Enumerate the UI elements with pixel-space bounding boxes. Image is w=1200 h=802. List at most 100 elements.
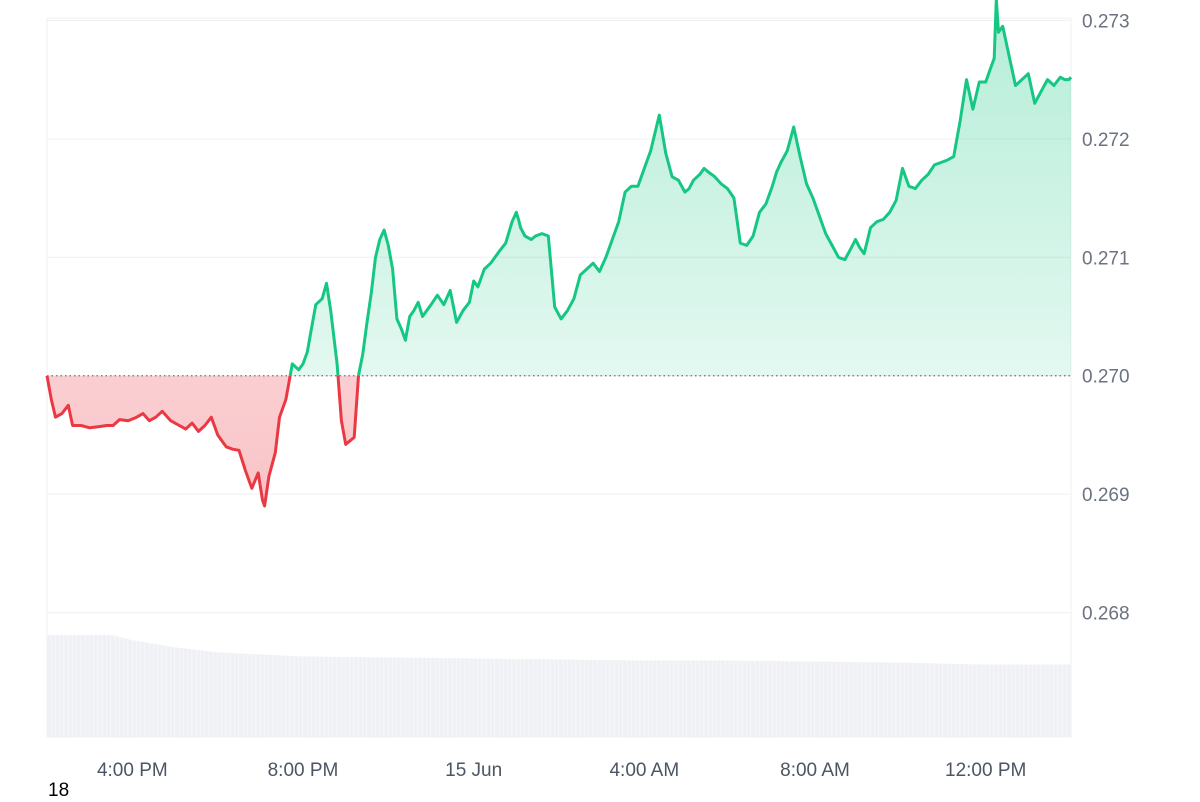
volume-bar [72, 635, 77, 737]
volume-bar [759, 660, 764, 737]
volume-bar [153, 644, 158, 737]
area-above-baseline [47, 0, 1071, 376]
volume-bar [520, 659, 525, 737]
volume-bar [844, 661, 849, 737]
volume-bar [320, 656, 324, 737]
volume-bar [708, 660, 713, 737]
volume-bar [128, 639, 132, 737]
volume-bar [977, 664, 981, 737]
volume-bar [861, 662, 866, 737]
volume-bar [780, 661, 785, 737]
volume-bar [797, 661, 802, 737]
volume-bar [354, 657, 359, 737]
volume-bar [584, 659, 589, 737]
volume-bar [243, 653, 248, 737]
volume-bar [964, 664, 969, 737]
volume-bar [311, 656, 316, 737]
volume-bar [623, 660, 627, 737]
volume-bar [554, 659, 559, 737]
volume-bar [1019, 664, 1024, 737]
volume-bar [674, 660, 679, 737]
volume-bar [567, 659, 572, 737]
volume-bar [699, 660, 704, 737]
volume-bar [793, 661, 798, 737]
volume-bar [588, 659, 593, 737]
volume-bar [469, 658, 474, 737]
volume-bar [597, 659, 602, 737]
volume-bar [947, 663, 952, 737]
volume-bar [879, 662, 883, 737]
volume-bar [401, 657, 405, 737]
volume-bar [315, 656, 320, 737]
volume-bar [221, 652, 226, 737]
volume-bar [763, 660, 768, 737]
volume-bar [704, 660, 708, 737]
volume-bar [627, 660, 632, 737]
volume-bar [751, 660, 755, 737]
y-tick-label: 0.269 [1082, 485, 1130, 506]
volume-bar [593, 659, 597, 737]
volume-bar [473, 658, 478, 737]
volume-bar [379, 657, 384, 737]
y-axis: 0.268 0.269 0.270 0.271 0.272 0.273 [1082, 11, 1130, 624]
volume-bar [507, 658, 512, 737]
volume-bar [102, 635, 107, 737]
volume-bar [994, 664, 999, 737]
volume-bar [106, 635, 111, 737]
volume-bar [76, 635, 81, 737]
volume-bar [695, 660, 700, 737]
volume-bar [115, 636, 120, 737]
x-tick-label: 8:00 AM [780, 760, 850, 781]
volume-bar [47, 635, 51, 737]
volume-bar [819, 661, 824, 737]
volume-bar [866, 662, 871, 737]
volume-bar [682, 660, 687, 737]
volume-bar [217, 652, 222, 737]
volume-bar [610, 660, 615, 737]
volume-bar [635, 660, 640, 737]
volume-bar [298, 656, 303, 737]
volume-bar [904, 662, 909, 737]
volume-bar [981, 664, 986, 737]
volume-bar [806, 661, 811, 737]
volume-bar [960, 664, 964, 737]
volume-bar [418, 657, 423, 737]
volume-bar [405, 657, 410, 737]
volume-bar [733, 660, 738, 737]
volume-bar [332, 656, 337, 737]
volume-bar [550, 659, 555, 737]
x-tick-label: 4:00 AM [609, 760, 679, 781]
volume-bar [452, 658, 457, 737]
volume-bar [1066, 664, 1071, 737]
volume-bar [908, 662, 913, 737]
volume-bar [303, 656, 307, 737]
volume-bar [166, 646, 171, 737]
volume-bar [985, 664, 990, 737]
volume-bar [68, 635, 73, 737]
volume-bar [213, 652, 218, 737]
volume-bar [529, 659, 533, 737]
volume-bar [1015, 664, 1020, 737]
price-areas [47, 0, 1071, 506]
volume-bar [51, 635, 56, 737]
volume-bar [836, 661, 841, 737]
y-tick-label: 0.272 [1082, 130, 1130, 151]
volume-bar [179, 648, 184, 737]
volume-bar [435, 658, 440, 737]
volume-bar [448, 658, 452, 737]
volume-bar [345, 656, 350, 737]
x-tick-label: 12:00 PM [945, 760, 1026, 781]
volume-bar [533, 659, 538, 737]
volume-bar [729, 660, 734, 737]
volume-bar [200, 650, 205, 737]
volume-bar [465, 658, 469, 737]
volume-bar [785, 661, 789, 737]
volume-bar [921, 663, 926, 737]
volume-bar [631, 660, 636, 737]
volume-bar [678, 660, 683, 737]
volume-bar [665, 660, 670, 737]
volume-bar [409, 657, 414, 737]
volume-bar [998, 664, 1003, 737]
volume-bar [571, 659, 576, 737]
